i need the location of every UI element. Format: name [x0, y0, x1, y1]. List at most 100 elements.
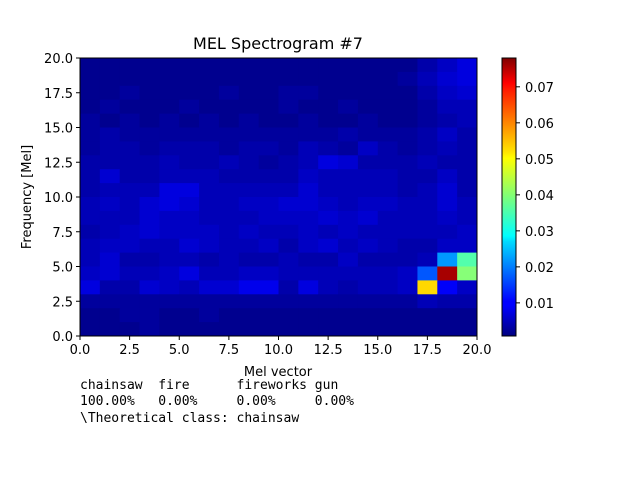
- heatmap-cell: [437, 85, 458, 101]
- heatmap-cell: [80, 99, 101, 115]
- heatmap-cell: [318, 113, 339, 128]
- heatmap-cell: [80, 308, 101, 323]
- heatmap-cell: [397, 252, 418, 267]
- heatmap-cell: [80, 252, 101, 267]
- y-tick-label: 20.0: [44, 52, 73, 67]
- heatmap-cell: [377, 210, 399, 226]
- heatmap-cell: [417, 113, 438, 128]
- heatmap-cell: [179, 127, 200, 142]
- heatmap-cell: [199, 280, 220, 295]
- heatmap-cell: [338, 266, 359, 281]
- heatmap-cell: [159, 238, 180, 254]
- heatmap-cell: [159, 308, 180, 323]
- x-tick-label: 15.0: [363, 343, 392, 358]
- heatmap-cell: [298, 322, 319, 337]
- heatmap-cell: [338, 85, 359, 101]
- heatmap-cell: [397, 197, 418, 212]
- heatmap-cell: [278, 266, 299, 281]
- heatmap-cell: [199, 71, 220, 87]
- heatmap-cell: [457, 238, 478, 254]
- heatmap-cell: [457, 85, 478, 101]
- x-axis-ticks: 0.0 2.5 5.0 7.5 10.0 12.5 15.0 17.5 20.0: [70, 336, 491, 358]
- x-axis-label: Mel vector: [244, 365, 313, 380]
- heatmap-cell: [338, 127, 359, 142]
- heatmap-cell: [80, 155, 101, 170]
- heatmap-cell: [318, 99, 339, 115]
- heatmap-cell: [278, 322, 299, 337]
- heatmap-cell: [437, 99, 458, 115]
- colorbar-tick-label: 0.02: [525, 261, 554, 276]
- heatmap-cell: [258, 294, 279, 309]
- heatmap-cell: [397, 308, 418, 323]
- heatmap-cell: [99, 197, 121, 212]
- heatmap-cell: [417, 210, 438, 226]
- heatmap-cell: [179, 113, 200, 128]
- heatmap-cell: [80, 113, 101, 128]
- x-tick-label: 17.5: [413, 343, 442, 358]
- heatmap-cell: [218, 127, 240, 142]
- heatmap-cell: [417, 322, 438, 337]
- heatmap-cell: [397, 127, 418, 142]
- heatmap-cell: [457, 141, 478, 156]
- heatmap-cell: [457, 294, 478, 309]
- heatmap-cell: [218, 308, 240, 323]
- heatmap-cell: [218, 197, 240, 212]
- heatmap-cell: [298, 85, 319, 101]
- heatmap-cell: [417, 224, 438, 240]
- heatmap-cell: [457, 113, 478, 128]
- heatmap-cell: [238, 169, 260, 184]
- heatmap-cell: [159, 197, 180, 212]
- heatmap-cell: [457, 99, 478, 115]
- heatmap-cell: [457, 224, 478, 240]
- heatmap-cell: [199, 183, 220, 198]
- heatmap-cell: [179, 183, 200, 198]
- heatmap-cell: [318, 141, 339, 156]
- heatmap-cell: [318, 322, 339, 337]
- heatmap-cell: [397, 169, 418, 184]
- heatmap-cell: [417, 85, 438, 101]
- x-tick-label: 10.0: [264, 343, 293, 358]
- heatmap-cell: [119, 71, 141, 87]
- heatmap-cell: [338, 99, 359, 115]
- heatmap-cell: [338, 210, 359, 226]
- heatmap-cell: [417, 183, 438, 198]
- heatmap-cell: [357, 155, 379, 170]
- heatmap-cell: [377, 197, 399, 212]
- heatmap-cell: [278, 224, 299, 240]
- heatmap-cell: [377, 58, 399, 73]
- heatmap-cell: [437, 210, 458, 226]
- heatmap-cell: [377, 266, 399, 281]
- colorbar-tick-label: 0.05: [525, 153, 554, 168]
- heatmap-cell: [298, 155, 319, 170]
- heatmap-cell: [139, 294, 160, 309]
- heatmap-cell: [377, 169, 399, 184]
- heatmap-cell: [218, 141, 240, 156]
- heatmap-cell: [298, 308, 319, 323]
- heatmap-cell: [457, 155, 478, 170]
- heatmap-cell: [80, 141, 101, 156]
- heatmap-cell: [159, 141, 180, 156]
- heatmap-cell: [357, 308, 379, 323]
- heatmap-cell: [318, 58, 339, 73]
- heatmap-cell: [417, 238, 438, 254]
- heatmap-cell: [397, 322, 418, 337]
- heatmap-cell: [159, 113, 180, 128]
- heatmap-cell: [318, 71, 339, 87]
- heatmap-cell: [417, 280, 438, 295]
- heatmap-cell: [258, 252, 279, 267]
- heatmap-cell: [357, 224, 379, 240]
- heatmap-cell: [218, 99, 240, 115]
- colorbar-tick-label: 0.06: [525, 117, 554, 132]
- heatmap-cell: [377, 127, 399, 142]
- heatmap-cell: [80, 322, 101, 337]
- heatmap-cell: [80, 210, 101, 226]
- heatmap-cell: [238, 210, 260, 226]
- heatmap-cell: [298, 224, 319, 240]
- heatmap-cell: [417, 308, 438, 323]
- heatmap-cell: [338, 238, 359, 254]
- heatmap-cell: [179, 85, 200, 101]
- heatmap-cell: [457, 210, 478, 226]
- heatmap-cell: [119, 224, 141, 240]
- y-tick-label: 15.0: [44, 122, 73, 137]
